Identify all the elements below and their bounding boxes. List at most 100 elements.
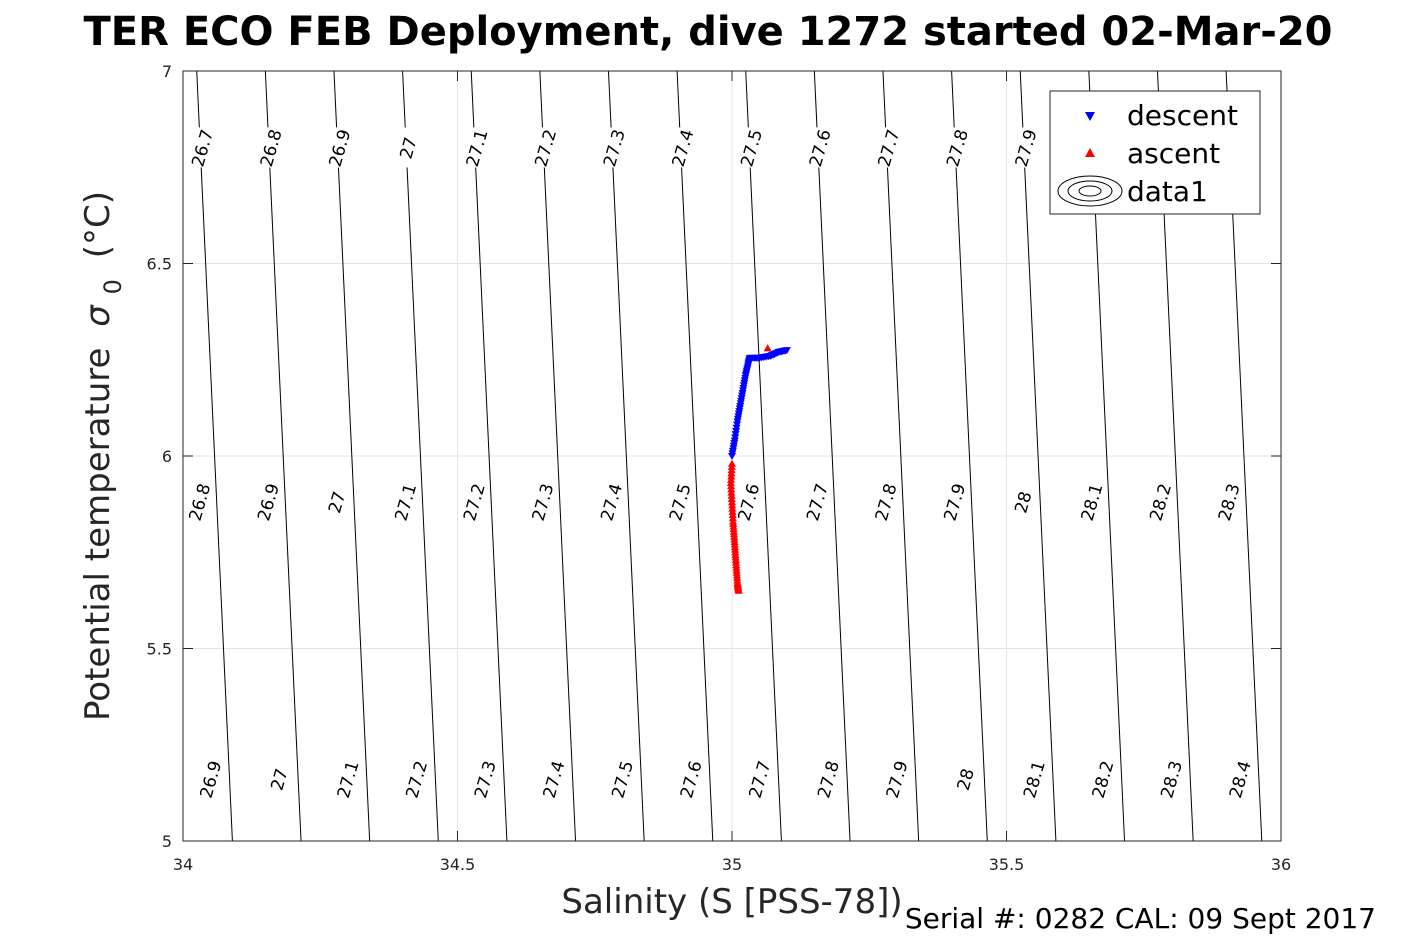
ascent-point bbox=[727, 475, 736, 483]
contour-label-bg bbox=[869, 480, 900, 523]
contour-label-bg bbox=[938, 480, 969, 523]
contour-label-bg bbox=[1224, 758, 1254, 801]
contour-label-bg bbox=[537, 758, 568, 801]
contour-label-group: 26.7 bbox=[186, 126, 218, 169]
legend-box bbox=[1049, 90, 1261, 215]
ascent-point bbox=[727, 482, 736, 490]
contour-label-bg bbox=[323, 126, 354, 169]
ascent-point bbox=[727, 491, 736, 499]
contour-label-bg bbox=[735, 126, 766, 169]
contour-label-bg bbox=[252, 480, 282, 523]
legend-contour-icon bbox=[1057, 175, 1123, 207]
series-descent bbox=[728, 347, 791, 460]
ascent-point bbox=[727, 485, 736, 493]
series-ascent bbox=[726, 344, 772, 594]
contour-label-bg bbox=[183, 480, 214, 523]
legend: descent ascent data1 bbox=[1049, 90, 1261, 215]
contour-label-bg bbox=[392, 126, 422, 169]
contour-label-bg bbox=[469, 758, 499, 801]
y-axis-label-units: (°C) bbox=[78, 191, 118, 258]
y-tick-label: 5.5 bbox=[147, 640, 172, 659]
legend-descent-marker bbox=[1085, 112, 1095, 121]
contour-label-bg bbox=[1155, 758, 1186, 801]
contour-label-bg bbox=[1144, 480, 1175, 523]
ascent-point bbox=[727, 494, 736, 502]
ascent-point bbox=[733, 576, 742, 584]
ascent-point bbox=[727, 488, 736, 496]
legend-ascent-marker bbox=[1085, 148, 1095, 157]
contour-line-27.7 bbox=[882, 71, 920, 841]
ascent-point bbox=[731, 545, 740, 553]
y-tick-label: 5 bbox=[162, 832, 172, 851]
contour-label-group: 26.9 bbox=[252, 480, 284, 523]
contour-label-bg bbox=[595, 480, 626, 523]
x-tick-label: 35 bbox=[722, 855, 742, 874]
ascent-point bbox=[763, 344, 772, 352]
ascent-point bbox=[727, 466, 736, 474]
x-tick-label: 36 bbox=[1271, 855, 1291, 874]
ascent-point bbox=[730, 530, 739, 538]
contour-label-bg bbox=[732, 480, 763, 523]
legend-ascent-label: ascent bbox=[1127, 137, 1220, 170]
contour-label-group: 27.3 bbox=[598, 126, 630, 169]
descent-point bbox=[731, 434, 740, 442]
contour-label-bg bbox=[1018, 758, 1048, 801]
contour-label-bg bbox=[801, 480, 831, 523]
contour-label-bg bbox=[194, 758, 225, 801]
y-axis-label: Potential temperature σ 0 (°C) bbox=[78, 191, 127, 721]
descent-point bbox=[781, 347, 790, 355]
contour-label-bg bbox=[812, 758, 842, 801]
contour-label-bg bbox=[460, 126, 491, 169]
contour-label-bg bbox=[186, 126, 217, 169]
contour-line-27.1 bbox=[470, 71, 508, 841]
descent-point bbox=[735, 405, 744, 413]
contour-label-bg bbox=[1009, 126, 1040, 169]
contour-label-bg bbox=[666, 126, 697, 169]
y-tick-label: 6.5 bbox=[147, 255, 172, 274]
contour-label-group: 27.2 bbox=[458, 480, 490, 523]
contour-label-bg bbox=[872, 126, 903, 169]
contour-line-27.5 bbox=[745, 71, 782, 841]
contour-line-27.4 bbox=[676, 71, 714, 841]
contour-label-bg bbox=[1086, 758, 1117, 801]
contour-label-group: 27.4 bbox=[595, 480, 627, 523]
ascent-point bbox=[728, 507, 737, 515]
density-contours bbox=[196, 71, 1263, 841]
contour-label-bg bbox=[606, 758, 637, 801]
serial-cal-footer: Serial #: 0282 CAL: 09 Sept 2017 bbox=[905, 902, 1376, 935]
contour-label-bg bbox=[949, 758, 980, 801]
contour-line-27.8 bbox=[951, 71, 988, 841]
contour-label-bg bbox=[400, 758, 431, 801]
contour-label-bg bbox=[1007, 480, 1037, 523]
contour-label-group: 28 bbox=[949, 758, 980, 801]
x-axis-label: Salinity (S [PSS-78]) bbox=[561, 882, 902, 922]
chart-title: TER ECO FEB Deployment, dive 1272 starte… bbox=[83, 9, 1332, 55]
contour-label-bg bbox=[1213, 480, 1243, 523]
contour-label-bg bbox=[880, 758, 911, 801]
ascent-point bbox=[727, 462, 736, 470]
y-axis-label-text: Potential temperature bbox=[78, 348, 118, 721]
descent-point bbox=[738, 390, 747, 398]
contour-line-26.8 bbox=[264, 71, 302, 841]
x-tick-label: 34.5 bbox=[440, 855, 476, 874]
contour-line-27.3 bbox=[607, 71, 645, 841]
contour-label-bg bbox=[389, 480, 420, 523]
x-tick-label: 34 bbox=[173, 855, 193, 874]
contour-label-bg bbox=[263, 758, 293, 801]
ascent-point bbox=[728, 511, 737, 519]
contour-label-bg bbox=[255, 126, 285, 169]
contour-line-27.2 bbox=[539, 71, 577, 841]
axis-ticks: 34 34.5 35 35.5 36 5 5.5 6 6.5 7 bbox=[147, 62, 1292, 874]
contour-label-bg bbox=[941, 126, 971, 169]
ascent-point bbox=[728, 504, 737, 512]
profile-data bbox=[726, 344, 791, 594]
contour-label-bg bbox=[526, 480, 557, 523]
y-axis-label-subscript: 0 bbox=[99, 279, 127, 294]
ascent-point bbox=[732, 561, 741, 569]
legend-contour-label: data1 bbox=[1127, 175, 1208, 208]
x-tick-label: 35.5 bbox=[989, 855, 1025, 874]
ascent-point bbox=[728, 501, 737, 509]
contour-label-group: 27 bbox=[263, 758, 293, 801]
y-axis-label-symbol: σ bbox=[78, 304, 118, 327]
